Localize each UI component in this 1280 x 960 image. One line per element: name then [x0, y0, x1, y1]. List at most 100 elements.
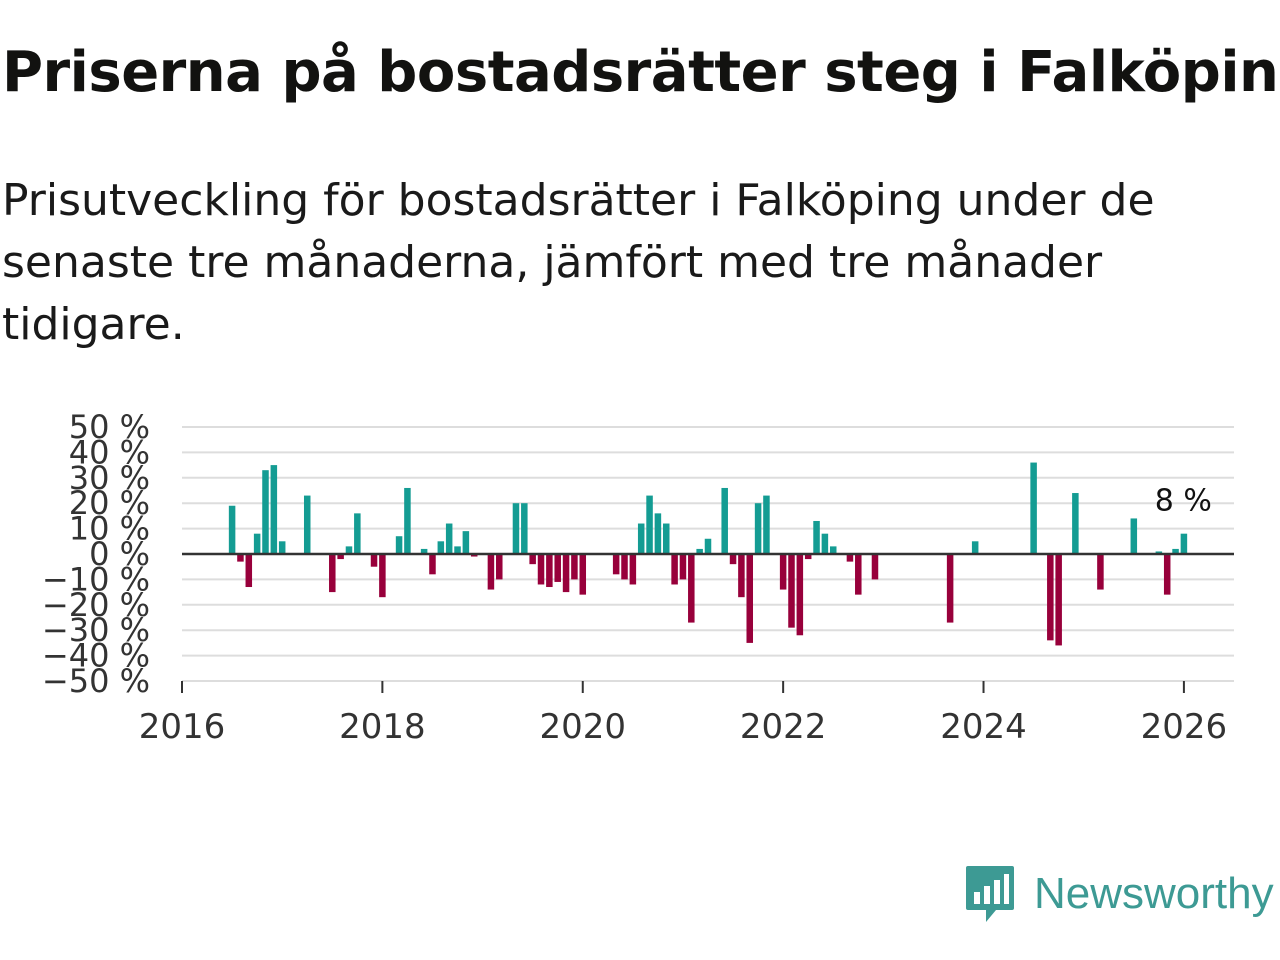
bar [329, 554, 336, 593]
bar [821, 533, 829, 554]
x-axis: 2016 2018 2020 2022 2024 2026 [139, 680, 1234, 747]
bar [337, 554, 344, 560]
bar [813, 520, 820, 554]
y-tick-label: 0 % [89, 535, 150, 573]
bar [345, 546, 353, 554]
chart-title: Priserna på bostadsrätter steg i Falköpi… [2, 40, 1280, 105]
bar [512, 503, 520, 554]
bar [554, 554, 561, 582]
bar [829, 546, 837, 554]
bar [270, 465, 278, 554]
y-tick-label: 10 % [69, 510, 150, 548]
bar [637, 523, 645, 554]
bar [245, 554, 253, 588]
bar [571, 554, 578, 580]
y-tick-label: 20 % [69, 484, 150, 522]
bar [671, 554, 678, 585]
bar [788, 554, 795, 628]
x-tick-label: 2020 [539, 707, 626, 747]
newsworthy-logo-icon [966, 866, 1014, 922]
bars [228, 462, 1188, 646]
bar [721, 487, 728, 554]
y-tick-label: −20 % [42, 586, 150, 624]
bar [654, 513, 662, 554]
bar [579, 554, 587, 595]
bar [487, 554, 495, 590]
bar [1072, 493, 1079, 554]
x-tick-label: 2018 [339, 707, 426, 747]
bar [454, 546, 461, 554]
chart-subtitle: Prisutveckling för bostadsrätter i Falkö… [2, 175, 1155, 350]
bar [946, 554, 954, 623]
bar [696, 548, 703, 554]
x-tick-label: 2026 [1141, 707, 1228, 747]
bar [253, 533, 261, 554]
bar [1055, 554, 1062, 646]
bar [1180, 533, 1188, 554]
bar [1047, 554, 1054, 641]
y-tick-label: 30 % [69, 459, 150, 497]
bar [679, 554, 687, 580]
bar [612, 554, 620, 575]
bar [470, 554, 478, 557]
bar [846, 554, 854, 562]
bar [237, 554, 244, 562]
bar [646, 495, 653, 554]
bar [621, 554, 628, 580]
bar [629, 554, 637, 585]
bar [462, 531, 470, 554]
bar [688, 554, 695, 623]
bar [763, 495, 770, 554]
bar [437, 541, 445, 554]
bar [779, 554, 787, 590]
bar [529, 554, 536, 565]
bar [379, 554, 386, 598]
last-value-label: 8 % [1155, 484, 1212, 519]
bar [404, 487, 411, 554]
bar-chart: 50 %40 %30 %20 %10 %0 %−10 %−20 %−30 %−4… [42, 408, 1234, 747]
bar [354, 513, 361, 554]
bar [445, 523, 453, 554]
y-tick-label: −10 % [42, 560, 150, 598]
bar [1097, 554, 1104, 590]
bar [971, 541, 979, 554]
bar [562, 554, 570, 593]
bar [1130, 518, 1138, 554]
bar [496, 554, 503, 580]
bar [370, 554, 378, 567]
bar [729, 554, 737, 565]
bar [1155, 551, 1163, 554]
bar [804, 554, 812, 560]
y-tick-label: −30 % [42, 611, 150, 649]
bar [871, 554, 879, 580]
bar [855, 554, 862, 595]
x-tick-label: 2022 [740, 707, 827, 747]
bar [796, 554, 804, 636]
bar [738, 554, 745, 598]
brand-logo: Newsworthy [964, 864, 1274, 924]
bar [303, 495, 311, 554]
brand-name: Newsworthy [1034, 869, 1274, 918]
y-tick-label: −50 % [42, 662, 150, 700]
bar [754, 503, 762, 554]
bar [278, 541, 286, 554]
bar [228, 505, 236, 554]
y-axis: 50 %40 %30 %20 %10 %0 %−10 %−20 %−30 %−4… [42, 408, 150, 700]
bar [262, 470, 269, 554]
x-tick-label: 2024 [940, 707, 1027, 747]
y-tick-label: 50 % [69, 408, 150, 446]
bar [704, 538, 712, 554]
bar [537, 554, 545, 585]
bar [395, 536, 403, 554]
bar [521, 503, 528, 554]
y-tick-label: −40 % [42, 637, 150, 675]
bar [546, 554, 553, 588]
bar [746, 554, 754, 643]
bar [1163, 554, 1171, 595]
y-tick-label: 40 % [69, 433, 150, 471]
bar [1172, 548, 1179, 554]
bar [420, 548, 428, 554]
bar [429, 554, 436, 575]
x-tick-label: 2016 [139, 707, 226, 747]
bar [1030, 462, 1037, 554]
